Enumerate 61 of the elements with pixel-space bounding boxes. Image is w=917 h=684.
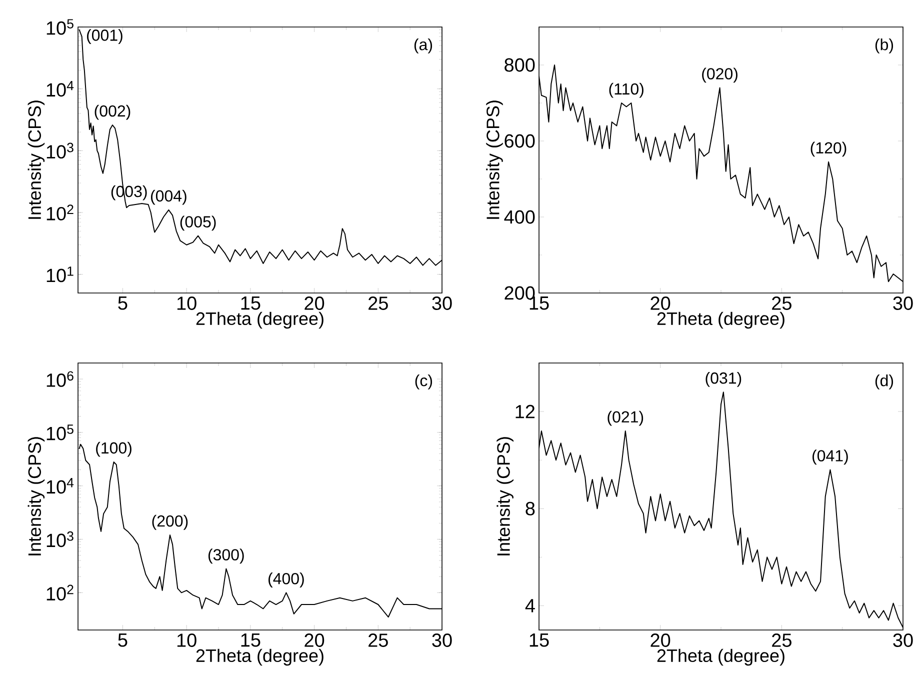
- annotation: (001): [87, 29, 122, 44]
- y-axis-title: Intensity (CPS): [28, 437, 45, 556]
- y-tick-label: 10$^{5}$: [46, 19, 74, 35]
- y-tick-label: 800: [504, 58, 535, 72]
- x-tick-label: 30: [893, 634, 913, 647]
- annotation: (400): [268, 572, 304, 588]
- annotation: (b): [875, 38, 894, 54]
- annotation: (200): [152, 514, 188, 530]
- annotation: (110): [609, 82, 644, 98]
- y-tick-label: 10$^{4}$: [46, 81, 74, 97]
- y-axis-title: Intensity (CPS): [496, 437, 514, 556]
- x-tick-label: 20: [304, 634, 324, 647]
- x-tick-label: 30: [893, 296, 913, 310]
- x-tick-label: 15: [530, 634, 549, 647]
- y-tick-label: 12: [516, 404, 535, 418]
- y-axis-title: Intensity (CPS): [28, 100, 45, 219]
- y-tick-label: 8: [526, 502, 535, 516]
- annotation: (300): [208, 548, 244, 564]
- annotation: (d): [875, 374, 894, 390]
- x-tick-label: 30: [432, 634, 452, 647]
- x-tick-label: 10: [177, 634, 196, 647]
- y-tick-label: 4: [525, 599, 535, 612]
- annotation: (031): [706, 372, 742, 387]
- x-axis-title: 2Theta (degree): [657, 648, 784, 666]
- annotation: (100): [96, 442, 132, 457]
- x-tick-label: 10: [177, 296, 196, 310]
- annotation: (c): [415, 374, 432, 390]
- annotation: (021): [608, 410, 644, 426]
- y-tick-label: 10$^{2}$: [46, 204, 74, 220]
- y-tick-label: 10$^{1}$: [46, 266, 74, 282]
- x-tick-label: 25: [368, 296, 388, 310]
- y-axis-title: Intensity (CPS): [486, 100, 503, 219]
- annotation: (005): [180, 216, 216, 231]
- y-tick-label: 400: [504, 210, 535, 224]
- y-tick-label: 10$^{2}$: [46, 584, 74, 601]
- x-axis-title: 2Theta (degree): [196, 648, 324, 666]
- y-tick-label: 10$^{3}$: [46, 531, 74, 548]
- y-tick-label: 10$^{4}$: [46, 478, 74, 494]
- x-tick-label: 15: [241, 634, 260, 647]
- x-tick-label: 20: [650, 296, 670, 310]
- x-tick-label: 5: [118, 296, 128, 310]
- y-tick-label: 10$^{6}$: [46, 371, 74, 387]
- y-tick-label: 10$^{5}$: [46, 424, 74, 440]
- x-tick-label: 15: [241, 296, 260, 310]
- x-axis-title: 2Theta (degree): [657, 312, 784, 329]
- x-tick-label: 25: [772, 634, 792, 647]
- annotation: (002): [94, 104, 130, 120]
- annotation: (020): [702, 68, 738, 83]
- x-tick-label: 20: [650, 634, 670, 647]
- annotation: (120): [810, 142, 846, 157]
- x-tick-label: 20: [304, 296, 324, 310]
- x-axis-title: 2Theta (degree): [196, 312, 324, 329]
- x-tick-label: 30: [432, 296, 452, 310]
- x-tick-label: 25: [368, 634, 388, 647]
- annotation: (a): [414, 38, 432, 54]
- y-tick-label: 10$^{3}$: [46, 142, 74, 159]
- annotation: (041): [812, 450, 848, 465]
- y-tick-label: 600: [504, 134, 535, 148]
- annotation: (004): [151, 190, 186, 205]
- x-tick-label: 5: [118, 634, 128, 647]
- x-tick-label: 25: [772, 296, 792, 310]
